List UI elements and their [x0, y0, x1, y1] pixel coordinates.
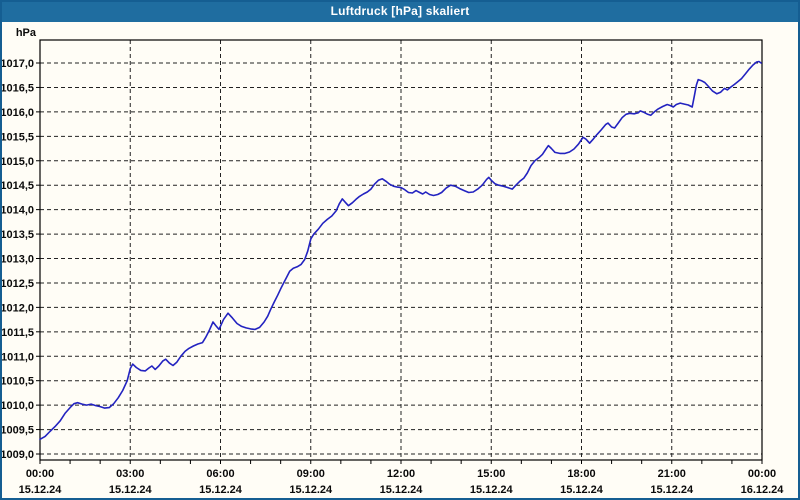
x-tick-time: 00:00: [26, 468, 54, 480]
pressure-line: [39, 60, 762, 441]
x-tick-time: 12:00: [387, 468, 415, 480]
plot-border: [39, 39, 763, 461]
unit-label: hPa: [16, 27, 37, 39]
y-tick-label: 1012,5: [0, 278, 34, 290]
x-tick-date: 15.12.24: [470, 484, 514, 496]
y-tick-label: 1010,5: [0, 376, 34, 388]
x-tick-date: 15.12.24: [380, 484, 424, 496]
y-tick-label: 1013,0: [0, 254, 34, 266]
y-tick-label: 1013,5: [0, 229, 34, 241]
y-tick-label: 1009,5: [0, 425, 34, 437]
y-tick-label: 1016,0: [0, 107, 34, 119]
y-tick-label: 1015,5: [0, 131, 34, 143]
x-tick-date: 15.12.24: [650, 484, 694, 496]
y-tick-label: 1011,5: [1, 327, 34, 339]
y-tick-label: 1014,0: [0, 205, 34, 217]
y-tick-label: 1012,0: [0, 302, 34, 314]
y-tick-label: 1010,0: [0, 400, 34, 412]
window-title: Luftdruck [hPa] skaliert: [330, 4, 470, 18]
x-tick-time: 21:00: [658, 468, 686, 480]
y-tick-label: 1016,5: [0, 82, 34, 94]
title-bar: Luftdruck [hPa] skaliert: [0, 0, 800, 22]
x-tick-date: 15.12.24: [199, 484, 243, 496]
x-tick-date: 15.12.24: [19, 484, 63, 496]
x-tick-date: 15.12.24: [289, 484, 333, 496]
x-tick-time: 15:00: [477, 468, 505, 480]
x-tick-date: 15.12.24: [109, 484, 153, 496]
y-tick-label: 1017,0: [0, 58, 34, 70]
x-tick-time: 18:00: [567, 468, 595, 480]
y-tick-label: 1011,0: [1, 351, 34, 363]
x-tick-date: 15.12.24: [560, 484, 604, 496]
y-tick-label: 1014,5: [0, 180, 34, 192]
y-tick-label: 1015,0: [0, 156, 34, 168]
x-tick-time: 06:00: [206, 468, 234, 480]
y-tick-label: 1009,0: [0, 449, 34, 461]
x-tick-time: 00:00: [748, 468, 776, 480]
x-tick-time: 09:00: [297, 468, 325, 480]
x-tick-time: 03:00: [116, 468, 144, 480]
x-tick-date: 16.12.24: [741, 484, 785, 496]
